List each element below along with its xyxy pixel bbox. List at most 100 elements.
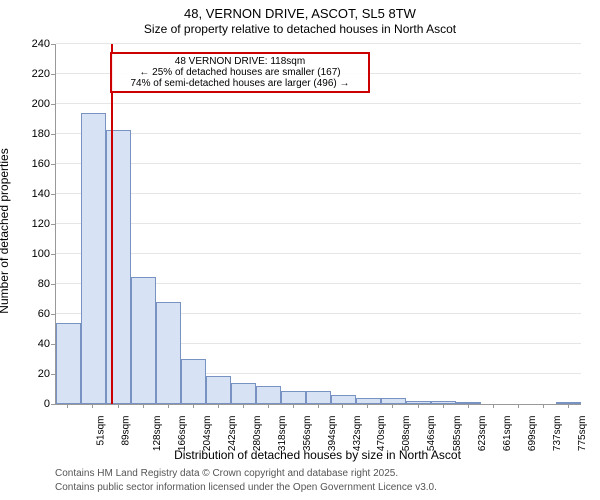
y-tick-label: 120 — [10, 218, 50, 230]
x-tick-label: 585sqm — [452, 416, 463, 452]
y-tick-label: 180 — [10, 128, 50, 140]
histogram-bar — [81, 113, 106, 404]
x-tick-label: 394sqm — [327, 416, 338, 452]
x-tick-mark — [92, 404, 93, 408]
x-tick-label: 470sqm — [377, 416, 388, 452]
histogram-bar — [556, 402, 581, 404]
gridline — [56, 103, 581, 104]
y-tick-mark — [51, 104, 55, 105]
x-tick-label: 432sqm — [352, 416, 363, 452]
histogram-bar — [456, 402, 481, 404]
x-axis-label: Distribution of detached houses by size … — [55, 448, 580, 462]
y-tick-mark — [51, 44, 55, 45]
gridline — [56, 43, 581, 44]
gridline — [56, 133, 581, 134]
x-tick-mark — [392, 404, 393, 408]
histogram-chart: 48, VERNON DRIVE, ASCOT, SL5 8TW Size of… — [0, 0, 600, 500]
annotation-callout: 48 VERNON DRIVE: 118sqm← 25% of detached… — [110, 52, 370, 93]
gridline — [56, 193, 581, 194]
x-tick-label: 89sqm — [121, 416, 132, 446]
histogram-bar — [356, 398, 381, 404]
x-tick-label: 661sqm — [502, 416, 513, 452]
y-tick-mark — [51, 254, 55, 255]
highlight-marker-line — [111, 44, 113, 404]
x-tick-mark — [193, 404, 194, 408]
y-tick-label: 200 — [10, 98, 50, 110]
x-tick-label: 699sqm — [527, 416, 538, 452]
x-tick-label: 204sqm — [202, 416, 213, 452]
y-tick-mark — [51, 134, 55, 135]
histogram-bar — [406, 401, 431, 404]
chart-title-line2: Size of property relative to detached ho… — [0, 22, 600, 36]
x-tick-mark — [67, 404, 68, 408]
histogram-bar — [156, 302, 181, 404]
y-tick-label: 160 — [10, 158, 50, 170]
x-tick-mark — [342, 404, 343, 408]
x-tick-mark — [468, 404, 469, 408]
x-tick-mark — [418, 404, 419, 408]
annotation-line: ← 25% of detached houses are smaller (16… — [116, 67, 364, 78]
y-tick-label: 220 — [10, 68, 50, 80]
histogram-bar — [331, 395, 356, 404]
x-tick-label: 356sqm — [302, 416, 313, 452]
y-tick-mark — [51, 194, 55, 195]
x-tick-label: 318sqm — [277, 416, 288, 452]
x-tick-label: 51sqm — [96, 416, 107, 446]
y-tick-mark — [51, 344, 55, 345]
y-tick-label: 80 — [10, 278, 50, 290]
x-tick-mark — [168, 404, 169, 408]
x-tick-mark — [367, 404, 368, 408]
histogram-bar — [281, 391, 306, 405]
x-tick-mark — [518, 404, 519, 408]
x-tick-mark — [318, 404, 319, 408]
y-tick-mark — [51, 404, 55, 405]
x-tick-label: 623sqm — [477, 416, 488, 452]
y-tick-mark — [51, 374, 55, 375]
y-tick-label: 140 — [10, 188, 50, 200]
y-tick-mark — [51, 74, 55, 75]
x-tick-mark — [493, 404, 494, 408]
histogram-bar — [56, 323, 81, 404]
histogram-bar — [431, 401, 456, 404]
gridline — [56, 163, 581, 164]
histogram-bar — [256, 386, 281, 404]
histogram-bar — [231, 383, 256, 404]
y-tick-label: 60 — [10, 308, 50, 320]
y-tick-label: 240 — [10, 38, 50, 50]
x-tick-mark — [543, 404, 544, 408]
x-tick-mark — [268, 404, 269, 408]
plot-area: 48 VERNON DRIVE: 118sqm← 25% of detached… — [55, 44, 581, 405]
gridline — [56, 223, 581, 224]
x-tick-mark — [443, 404, 444, 408]
footer-copyright-2: Contains public sector information licen… — [55, 482, 437, 493]
annotation-line: 48 VERNON DRIVE: 118sqm — [116, 56, 364, 67]
x-tick-label: 128sqm — [152, 416, 163, 452]
x-tick-label: 546sqm — [426, 416, 437, 452]
histogram-bar — [131, 277, 156, 405]
x-tick-mark — [568, 404, 569, 408]
histogram-bar — [381, 398, 407, 404]
y-tick-mark — [51, 224, 55, 225]
footer-copyright-1: Contains HM Land Registry data © Crown c… — [55, 468, 398, 479]
x-tick-mark — [118, 404, 119, 408]
histogram-bar — [306, 391, 331, 405]
x-tick-mark — [243, 404, 244, 408]
x-tick-mark — [218, 404, 219, 408]
x-tick-label: 508sqm — [401, 416, 412, 452]
gridline — [56, 253, 581, 254]
chart-title-line1: 48, VERNON DRIVE, ASCOT, SL5 8TW — [0, 6, 600, 21]
y-tick-mark — [51, 314, 55, 315]
y-tick-label: 20 — [10, 368, 50, 380]
y-tick-label: 0 — [10, 398, 50, 410]
annotation-line: 74% of semi-detached houses are larger (… — [116, 78, 364, 89]
x-tick-mark — [293, 404, 294, 408]
x-tick-label: 242sqm — [227, 416, 238, 452]
y-tick-mark — [51, 164, 55, 165]
histogram-bar — [106, 130, 132, 405]
x-tick-label: 775sqm — [577, 416, 588, 452]
x-tick-mark — [143, 404, 144, 408]
y-tick-label: 100 — [10, 248, 50, 260]
y-tick-mark — [51, 284, 55, 285]
histogram-bar — [206, 376, 231, 405]
x-tick-label: 166sqm — [177, 416, 188, 452]
